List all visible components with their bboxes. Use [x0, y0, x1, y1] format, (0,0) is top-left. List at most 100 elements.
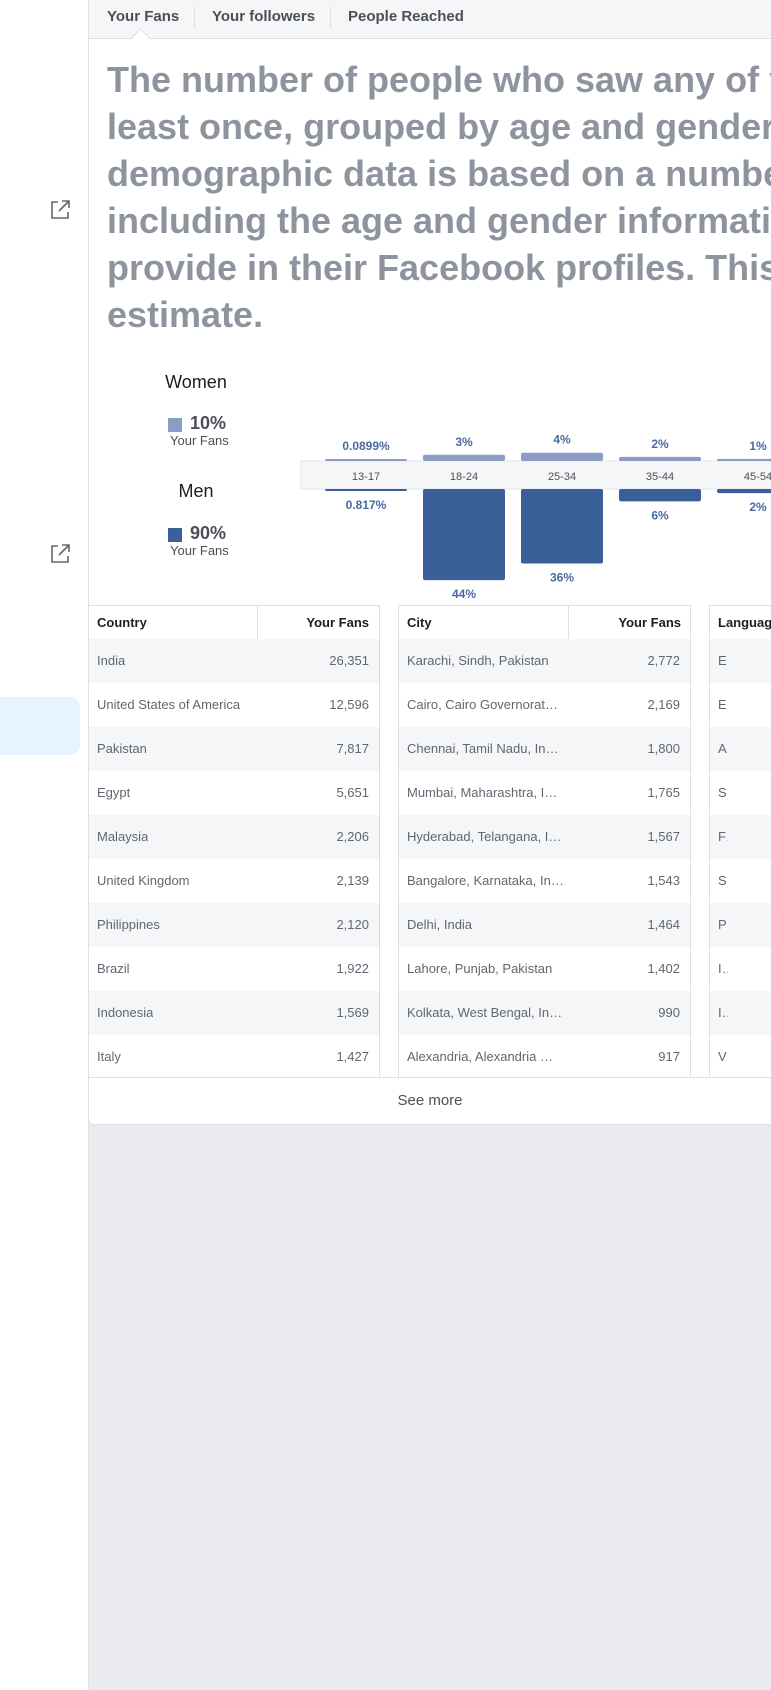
sidebar-selected-item[interactable] — [0, 697, 80, 755]
women-bar-label: 3% — [455, 435, 473, 449]
legend-women-swatch — [168, 418, 182, 432]
city-column-header[interactable]: City — [407, 615, 432, 630]
age-tick-label: 35-44 — [646, 471, 674, 483]
city-table-row: Delhi, India 1,464 — [399, 903, 690, 947]
description-line: provide in their Facebook profiles. This… — [107, 247, 771, 288]
row-value: 5,651 — [336, 785, 369, 800]
men-bar — [521, 489, 603, 564]
row-label: Portugue — [718, 917, 728, 932]
legend-men-swatch — [168, 528, 182, 542]
women-bar — [717, 458, 771, 461]
age-gender-chart: 0.0899% 13-17 0.817% 3% 18-24 44% 4% 25-34 36% 2%… — [300, 433, 771, 601]
city-table-row: Bangalore, Karnataka, In… 1,543 — [399, 859, 690, 903]
country-fans-column-header[interactable]: Your Fans — [306, 615, 369, 630]
country-table-row: Brazil 1,922 — [89, 947, 379, 991]
tab-your-followers[interactable]: Your followers — [212, 8, 316, 25]
row-label: Italian — [718, 1005, 728, 1020]
row-label: United States of America — [97, 697, 241, 712]
row-label: India — [97, 653, 126, 668]
tab-bar: Your Fans Your followers People Reached — [89, 0, 771, 47]
legend-men-sublabel: Your Fans — [170, 543, 229, 558]
language-table-row: Portugue — [710, 903, 771, 947]
row-label: Spanish — [718, 873, 728, 888]
city-table-row: Chennai, Tamil Nadu, In… 1,800 — [399, 727, 690, 771]
men-bar-label: 0.817% — [346, 498, 387, 512]
age-tick-label: 13-17 — [352, 471, 380, 483]
language-table-row: Arabic — [710, 727, 771, 771]
row-label: Indonesia — [718, 961, 728, 976]
description-line: estimate. — [107, 294, 264, 335]
country-table-row: Philippines 2,120 — [89, 903, 379, 947]
column-divider — [257, 606, 258, 640]
tab-people-reached[interactable]: People Reached — [348, 8, 464, 25]
city-table-row: Mumbai, Maharashtra, I… 1,765 — [399, 771, 690, 815]
city-table-row: Hyderabad, Telangana, I… 1,567 — [399, 815, 690, 859]
row-label: Philippines — [97, 917, 160, 932]
tab-divider — [330, 6, 331, 28]
age-tick-label: 25-34 — [548, 471, 576, 483]
row-label: Vietname — [718, 1049, 728, 1064]
country-table-row: United Kingdom 2,139 — [89, 859, 379, 903]
country-table-row: United States of America 12,596 — [89, 683, 379, 727]
row-value: 1,567 — [647, 829, 680, 844]
age-tick-label: 18-24 — [450, 471, 478, 483]
country-column-header[interactable]: Country — [97, 615, 147, 630]
row-value: 1,402 — [647, 961, 680, 976]
women-bar — [521, 452, 603, 461]
row-value: 1,569 — [336, 1005, 369, 1020]
men-bar — [325, 489, 407, 491]
description-line: including the age and gender information — [107, 200, 771, 241]
row-label: English ( — [718, 653, 728, 668]
men-bar — [717, 489, 771, 494]
row-value: 2,206 — [336, 829, 369, 844]
row-label: United Kingdom — [97, 873, 190, 888]
row-value: 12,596 — [329, 697, 369, 712]
external-link-icon[interactable] — [48, 198, 72, 222]
women-bar — [619, 456, 701, 461]
row-label: Hyderabad, Telangana, I… — [407, 829, 562, 844]
country-table-row: Malaysia 2,206 — [89, 815, 379, 859]
row-value: 917 — [658, 1049, 680, 1064]
city-fans-column-header[interactable]: Your Fans — [618, 615, 681, 630]
table-divider — [709, 605, 710, 1077]
language-table-row: Vietname — [710, 1035, 771, 1079]
men-bar-label: 6% — [651, 508, 669, 522]
table-divider — [690, 605, 691, 1077]
row-label: Italy — [97, 1049, 121, 1064]
language-table-row: Spanish — [710, 859, 771, 903]
country-table-row: Indonesia 1,569 — [89, 991, 379, 1035]
audience-description: The number of people who saw any of you … — [107, 56, 771, 338]
tab-divider — [194, 6, 195, 28]
women-bar-label: 1% — [749, 439, 767, 453]
city-table-row: Lahore, Punjab, Pakistan 1,402 — [399, 947, 690, 991]
country-table-row: India 26,351 — [89, 639, 379, 683]
country-table-header: Country Your Fans — [89, 605, 379, 641]
description-line: The number of people who saw any of you — [107, 59, 771, 100]
row-label: Arabic — [718, 741, 728, 756]
row-value: 26,351 — [329, 653, 369, 668]
column-divider — [568, 606, 569, 640]
external-link-icon[interactable] — [48, 542, 72, 566]
table-divider — [398, 605, 399, 1077]
row-value: 2,772 — [647, 653, 680, 668]
language-column-header[interactable]: Languag — [718, 615, 771, 630]
row-label: Lahore, Punjab, Pakistan — [407, 961, 553, 976]
city-table-header: City Your Fans — [399, 605, 691, 641]
men-bar — [423, 489, 505, 581]
tab-your-fans[interactable]: Your Fans — [107, 8, 180, 25]
row-label: Kolkata, West Bengal, In… — [407, 1005, 563, 1020]
row-label: Brazil — [97, 961, 130, 976]
row-label: Chennai, Tamil Nadu, In… — [407, 741, 559, 756]
language-table-row: Italian — [710, 991, 771, 1035]
row-value: 2,169 — [647, 697, 680, 712]
country-table-row: Italy 1,427 — [89, 1035, 379, 1079]
row-label: Cairo, Cairo Governorat… — [407, 697, 558, 712]
row-label: Pakistan — [97, 741, 147, 756]
men-bar — [619, 489, 701, 502]
city-table-row: Alexandria, Alexandria … 917 — [399, 1035, 690, 1079]
row-label: Malaysia — [97, 829, 149, 844]
see-more-button[interactable]: See more — [89, 1077, 771, 1124]
row-label: Alexandria, Alexandria … — [407, 1049, 553, 1064]
row-label: Karachi, Sindh, Pakistan — [407, 653, 549, 668]
row-value: 1,922 — [336, 961, 369, 976]
